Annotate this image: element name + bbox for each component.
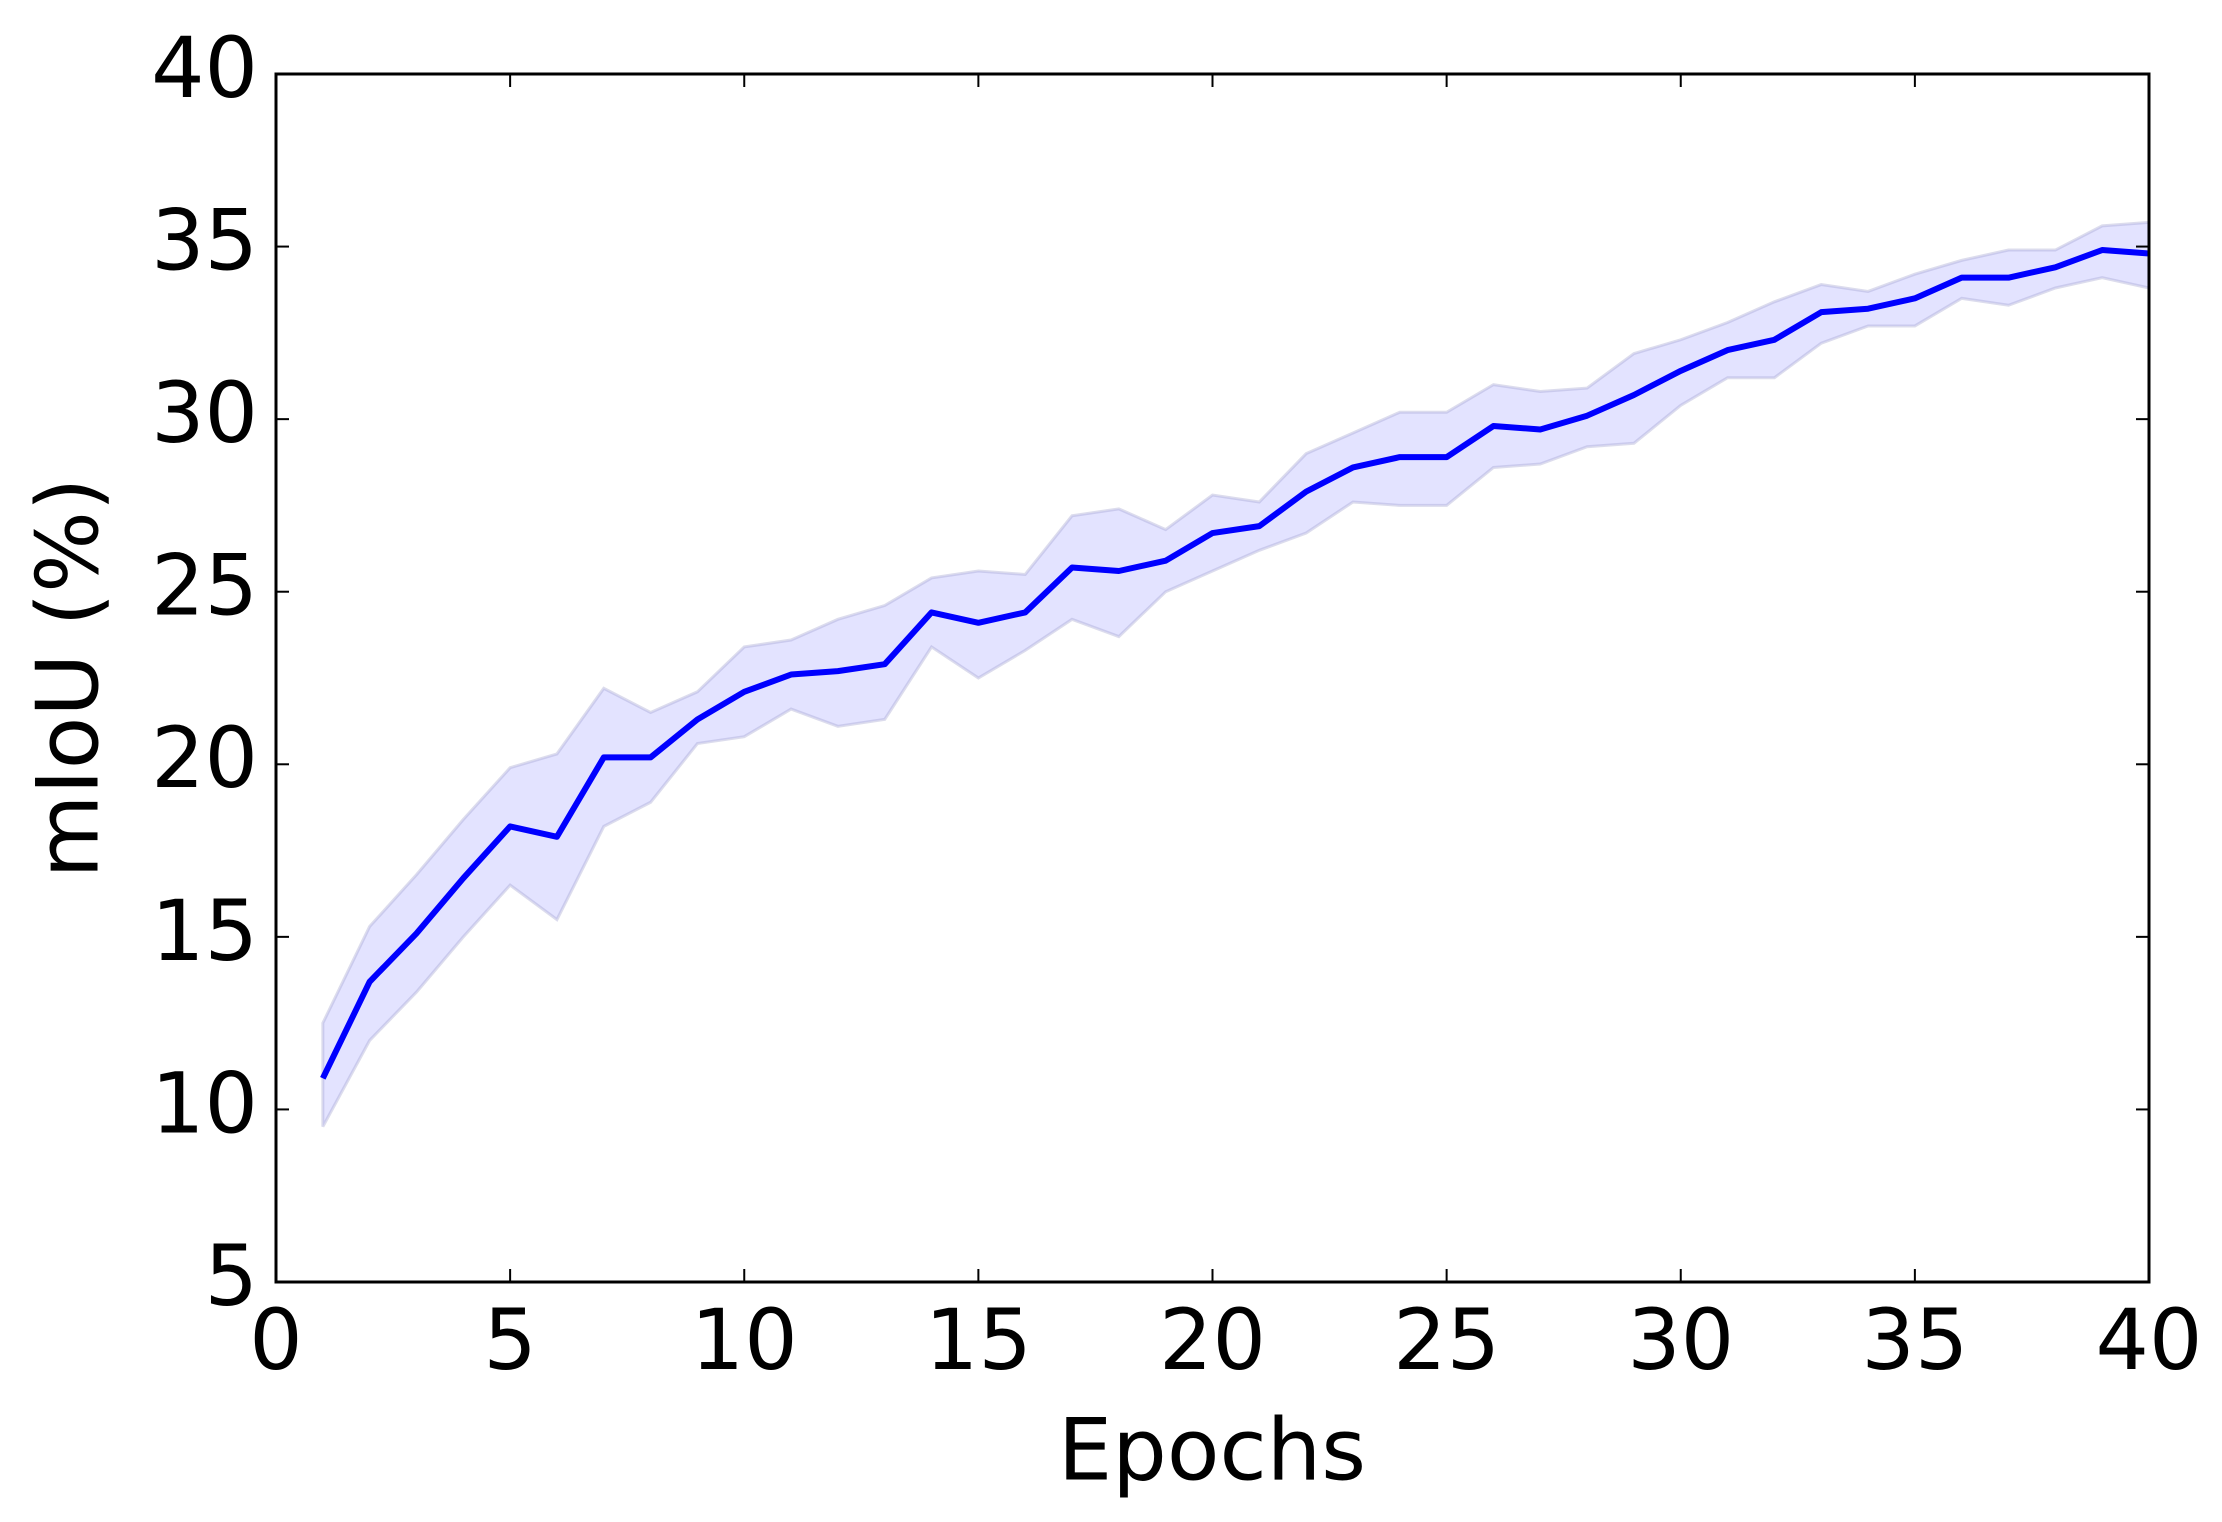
y-tick-label: 15: [151, 882, 258, 980]
x-tick-label: 15: [925, 1291, 1032, 1389]
x-tick-label: 5: [483, 1291, 536, 1389]
y-tick-label: 35: [151, 192, 258, 290]
line: [320, 247, 2150, 1080]
x-tick-label: 25: [1393, 1291, 1500, 1389]
y-axis-label: mIoU (%): [18, 478, 118, 879]
x-axis-label: Epochs: [1058, 1400, 1366, 1500]
x-tick-label: 20: [1159, 1291, 1266, 1389]
x-tick-label: 30: [1627, 1291, 1734, 1389]
y-tick-label: 30: [151, 364, 258, 462]
x-tick-label: 35: [1861, 1291, 1968, 1389]
y-tick-label: 5: [205, 1227, 258, 1325]
x-tick-label: 10: [691, 1291, 798, 1389]
x-tick-label: 0: [249, 1291, 302, 1389]
y-tick-label: 10: [151, 1054, 258, 1152]
y-tick-label: 25: [151, 537, 258, 635]
y-tick-label: 40: [151, 19, 258, 117]
plot-frame: [274, 72, 2151, 1284]
confidence-band: [321, 220, 2151, 1128]
y-tick-label: 20: [151, 709, 258, 807]
x-tick-label: 40: [2096, 1291, 2203, 1389]
